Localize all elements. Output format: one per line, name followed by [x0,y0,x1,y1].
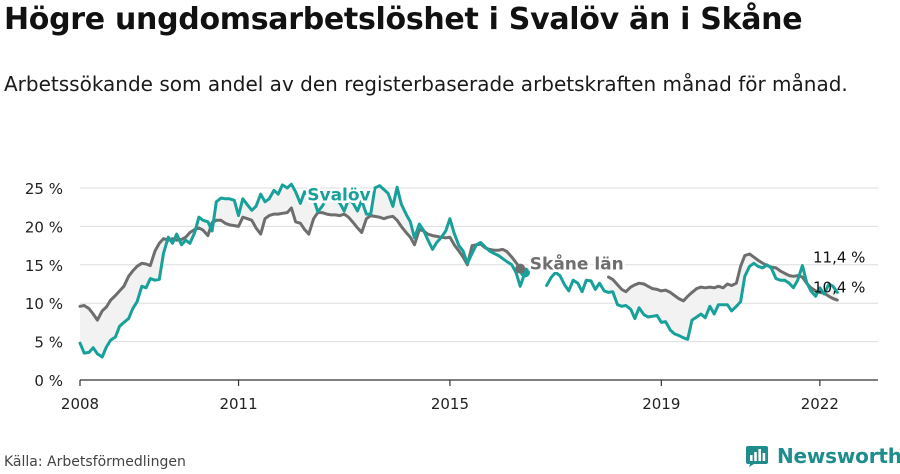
x-tick-label: 2015 [431,395,469,413]
chart-title: Högre ungdomsarbetslöshet i Svalöv än i … [4,2,803,37]
x-tick-label: 2011 [219,395,257,413]
x-tick-label: 2019 [642,395,680,413]
series-line-svalov [78,182,527,359]
series-line-skane [78,206,522,322]
y-tick-label: 15 % [25,257,63,275]
end-label-svalov: 11,4 % [813,248,865,266]
y-tick-label: 0 % [34,372,63,390]
source-note: Källa: Arbetsförmedlingen [4,454,186,470]
y-tick-label: 25 % [25,180,63,198]
brand-logo: Newsworthy [745,443,900,469]
gap-area [80,184,521,357]
x-tick-label: 2022 [801,395,839,413]
chart-subtitle: Arbetssökande som andel av den registerb… [4,72,848,96]
annotation-svalov: Svalöv [307,185,370,205]
x-tick-label: 2008 [61,395,99,413]
end-dot-skane [515,263,526,274]
end-label-skane: 10,4 % [813,279,865,297]
brand-name: Newsworthy [777,444,900,468]
series-line-svalov [545,261,839,341]
gap-area [608,254,838,340]
y-tick-label: 5 % [34,334,63,352]
annotation-skane: Skåne län [530,252,624,274]
y-tick-label: 20 % [25,218,63,236]
y-tick-label: 10 % [25,295,63,313]
bar-chart-logo-icon [746,446,768,467]
